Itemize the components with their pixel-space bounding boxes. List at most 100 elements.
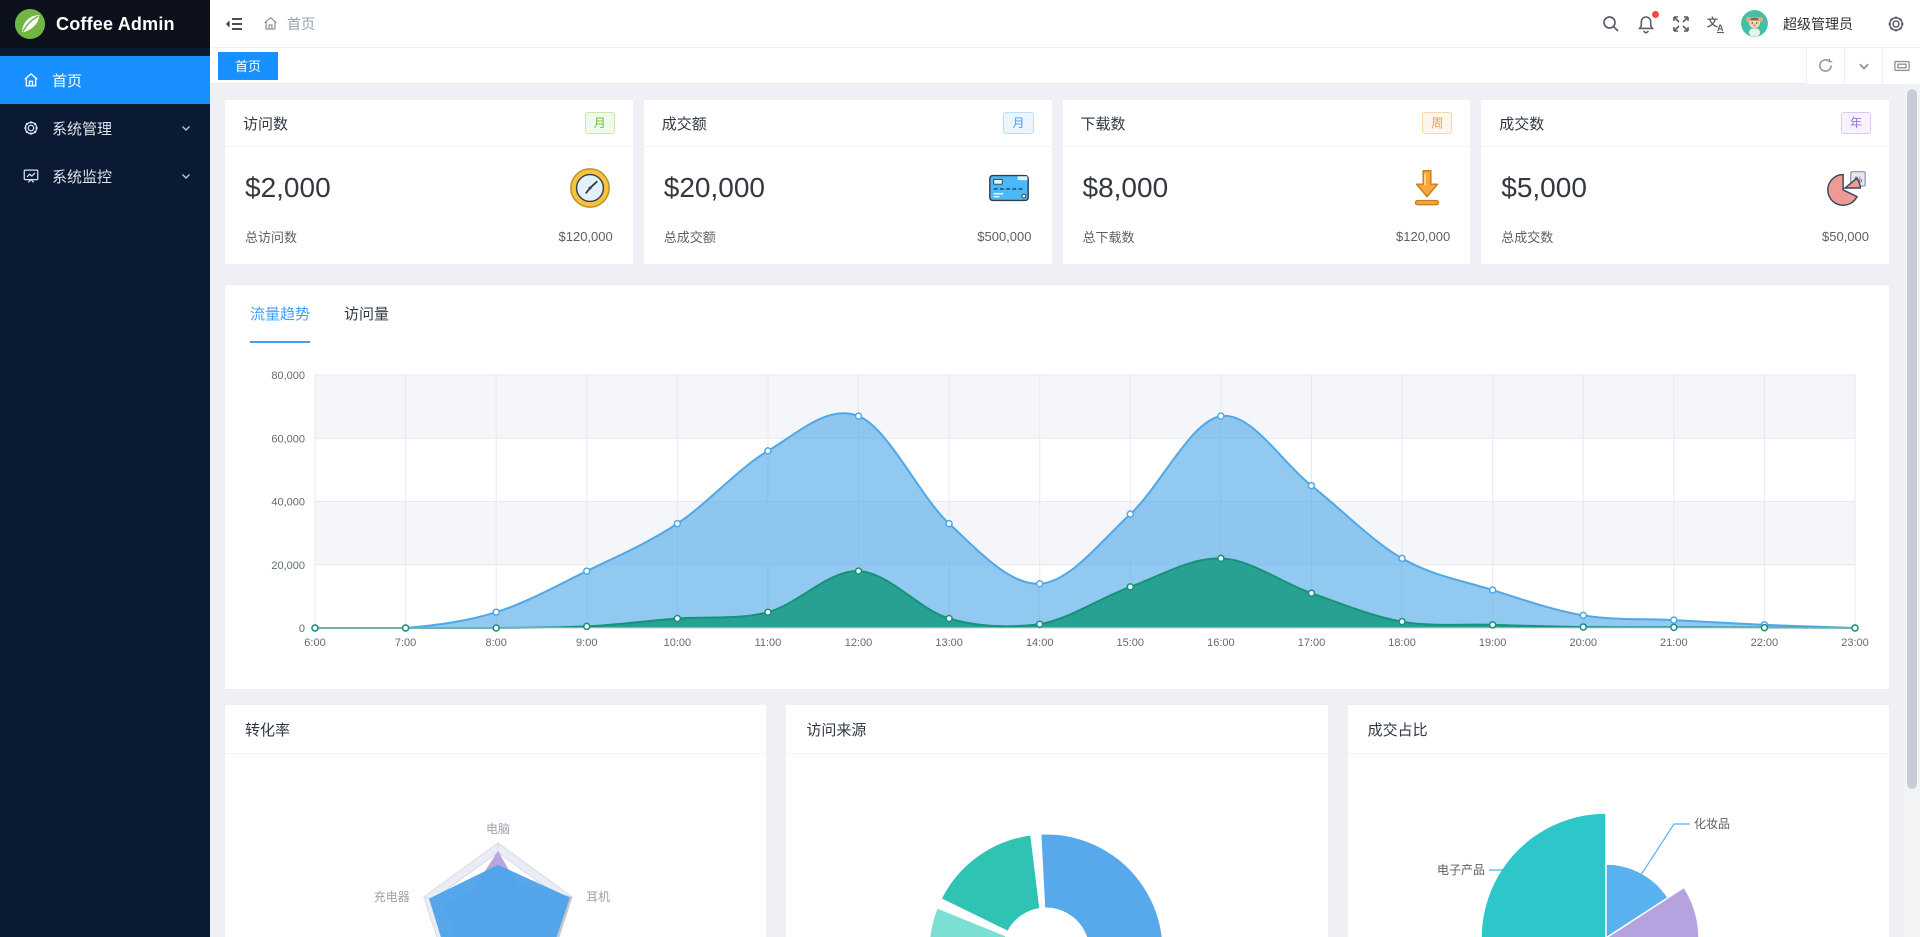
svg-text:9:00: 9:00 — [576, 637, 597, 649]
navbar-right: 文 A 超 — [1601, 10, 1906, 37]
sidebar-item-home[interactable]: 首页 — [0, 56, 210, 104]
notifications-button[interactable] — [1636, 10, 1659, 34]
main-area: 首页 — [210, 0, 1920, 937]
tab-visits[interactable]: 访问量 — [344, 305, 390, 323]
page-content: 访问数 月 $2,000 — [210, 84, 1904, 937]
settings-gear-icon[interactable] — [1886, 14, 1906, 34]
gear-icon — [24, 121, 38, 135]
sidebar-item-system-admin[interactable]: 系统管理 — [0, 104, 210, 152]
sidebar-item-label: 系统管理 — [52, 120, 113, 138]
svg-text:0: 0 — [299, 623, 305, 635]
deal-share-pie-chart: 电子产品 化妆品 — [1437, 812, 1730, 937]
spring-leaf-logo — [14, 8, 46, 40]
svg-text:20:00: 20:00 — [1569, 637, 1597, 649]
chevron-down-icon — [182, 126, 190, 131]
tabs-dropdown-button[interactable] — [1844, 47, 1882, 84]
svg-text:化妆品: 化妆品 — [1694, 817, 1730, 831]
fullscreen-icon[interactable] — [1671, 14, 1691, 34]
sidebar-item-system-monitor[interactable]: 系统监控 — [0, 152, 210, 200]
stat-card-turnover: 成交额 月 $20,000 — [642, 99, 1053, 265]
svg-text:13:00: 13:00 — [935, 637, 963, 649]
svg-text:电脑: 电脑 — [486, 822, 510, 836]
top-navbar: 首页 — [210, 0, 1920, 48]
trend-tabs: 流量趋势 访问量 — [225, 285, 1889, 343]
svg-text:17:00: 17:00 — [1298, 637, 1326, 649]
refresh-icon — [1819, 58, 1833, 72]
svg-text:6:00: 6:00 — [304, 637, 325, 649]
visit-source-donut-chart — [927, 831, 1165, 937]
page-scrollbar[interactable] — [1904, 84, 1920, 937]
traffic-trend-chart: 0 20,000 40,000 60,000 80,000 6:00 7:00 8:00 9:0… — [271, 370, 1868, 649]
svg-text:22:00: 22:00 — [1751, 637, 1779, 649]
period-badge: 周 — [1422, 112, 1453, 134]
stat-value: $2,000 — [245, 172, 331, 203]
brand: Coffee Admin — [0, 0, 210, 48]
stat-value: $20,000 — [663, 172, 765, 203]
search-icon[interactable] — [1601, 14, 1621, 34]
credit-card-icon — [988, 174, 1029, 202]
svg-text:14:00: 14:00 — [1026, 637, 1054, 649]
monitor-icon — [23, 169, 39, 183]
svg-text:文: 文 — [1707, 15, 1719, 29]
refresh-button[interactable] — [1806, 47, 1844, 84]
stat-title: 成交额 — [661, 115, 707, 133]
svg-text:10:00: 10:00 — [664, 637, 692, 649]
pie-chart-icon: % — [1827, 171, 1866, 206]
download-icon — [1415, 170, 1440, 206]
sidebar-menu: 首页 系统管理 系统监控 — [0, 48, 210, 200]
home-icon — [24, 72, 38, 87]
home-icon — [264, 16, 277, 30]
clock-icon — [569, 168, 610, 208]
avatar[interactable] — [1741, 10, 1768, 37]
svg-text:耳机: 耳机 — [586, 890, 610, 904]
svg-text:充电器: 充电器 — [374, 889, 410, 904]
scrollbar-thumb[interactable] — [1907, 89, 1917, 789]
tab-home[interactable]: 首页 — [218, 51, 279, 80]
svg-text:16:00: 16:00 — [1207, 637, 1235, 649]
svg-text:8:00: 8:00 — [485, 637, 506, 649]
traffic-trend-panel: 流量趋势 访问量 0 20,000 40,000 60,000 80,000 6:00 7:… — [224, 284, 1890, 690]
visit-source-panel: 访问来源 — [785, 704, 1329, 937]
stat-footer-label: 总下载数 — [1082, 230, 1135, 245]
tab-controls — [1806, 47, 1920, 84]
svg-text:18:00: 18:00 — [1388, 637, 1416, 649]
stat-title: 访问数 — [243, 115, 289, 133]
breadcrumb[interactable]: 首页 — [262, 14, 315, 34]
panel-title: 成交占比 — [1347, 705, 1889, 754]
svg-text:20,000: 20,000 — [271, 560, 305, 572]
bottom-panels-row: 转化率 电脑耳机 充电器 访问来源 成交占比 电子产品 化妆品 — [224, 704, 1890, 937]
notification-dot — [1652, 10, 1659, 18]
svg-text:12:00: 12:00 — [845, 637, 873, 649]
stat-footer-value: $50,000 — [1822, 229, 1869, 244]
svg-text:19:00: 19:00 — [1479, 637, 1507, 649]
stat-card-downloads: 下载数 周 $8,000 总下载数 $120,000 — [1061, 99, 1472, 265]
deal-share-panel: 成交占比 电子产品 化妆品 — [1346, 704, 1890, 937]
sidebar: Coffee Admin 首页 系统管理 — [0, 0, 210, 937]
svg-text:21:00: 21:00 — [1660, 637, 1688, 649]
svg-text:7:00: 7:00 — [395, 637, 416, 649]
period-badge: 年 — [1840, 112, 1871, 134]
navbar-left: 首页 — [224, 14, 315, 34]
bell-icon — [1638, 15, 1654, 33]
panel-title: 转化率 — [225, 705, 767, 754]
translate-icon[interactable]: 文 A — [1706, 14, 1726, 34]
username[interactable]: 超级管理员 — [1783, 15, 1853, 32]
sidebar-fold-icon[interactable] — [224, 14, 244, 34]
svg-text:60,000: 60,000 — [271, 433, 305, 445]
sidebar-item-label: 系统监控 — [52, 168, 113, 186]
panel-title: 访问来源 — [786, 705, 1328, 754]
maximize-icon — [1893, 60, 1910, 71]
stat-title: 成交数 — [1499, 115, 1545, 133]
tab-traffic-trend[interactable]: 流量趋势 — [250, 285, 311, 343]
stat-card-visits: 访问数 月 $2,000 — [224, 99, 634, 265]
svg-text:%: % — [1855, 174, 1863, 184]
stat-card-deals: 成交数 年 $5,000 % 总成交数 $50 — [1480, 99, 1890, 265]
svg-text:11:00: 11:00 — [755, 637, 782, 649]
conversion-rate-panel: 转化率 电脑耳机 充电器 — [224, 704, 768, 937]
brand-name: Coffee Admin — [56, 13, 175, 34]
breadcrumb-label: 首页 — [287, 15, 315, 32]
maximize-button[interactable] — [1882, 47, 1920, 84]
stat-value: $5,000 — [1501, 172, 1587, 203]
